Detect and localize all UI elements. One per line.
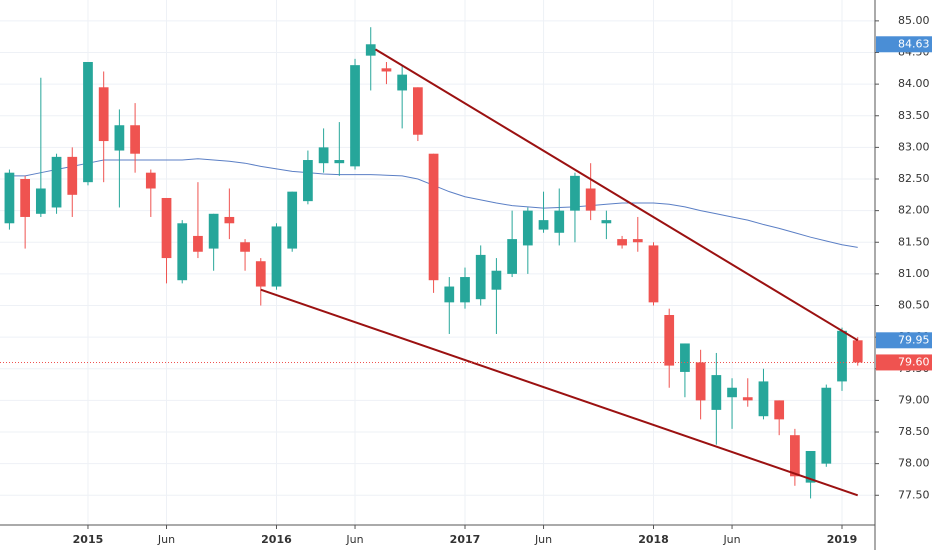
candle-body [381, 68, 392, 72]
candle-body [632, 239, 643, 243]
candle-body [303, 160, 313, 202]
candle-body [648, 245, 659, 303]
candle-body [240, 242, 250, 252]
candle-body [208, 213, 219, 249]
candle-body [491, 270, 502, 290]
price-marker-label: 79.60 [898, 355, 930, 368]
price-marker-label: 84.63 [898, 37, 930, 50]
candle-body [617, 239, 627, 246]
candle-body [365, 44, 376, 56]
x-tick-label: 2015 [73, 533, 104, 546]
candle-body [774, 400, 785, 420]
candle-body [554, 210, 565, 233]
candle-body [601, 220, 612, 224]
candle-body [130, 125, 140, 154]
x-tick-label: Jun [345, 533, 363, 546]
x-tick-label: 2017 [450, 533, 481, 546]
candle-body [538, 220, 549, 230]
candle-body [522, 210, 533, 246]
y-tick-label: 84.00 [898, 77, 930, 90]
candle-body [161, 197, 172, 259]
x-tick-label: 2019 [827, 533, 858, 546]
candle-body [507, 239, 517, 274]
candle-body [4, 172, 15, 224]
x-tick-label: Jun [157, 533, 175, 546]
candle-body [695, 362, 706, 401]
candle-body [727, 387, 737, 398]
candle-body [255, 261, 266, 287]
trendline [374, 48, 859, 342]
x-tick-label: Jun [534, 533, 552, 546]
candle-body [790, 435, 800, 477]
y-tick-label: 78.00 [898, 457, 930, 470]
candle-body [412, 87, 423, 135]
candle-body [805, 450, 816, 483]
candle-body [711, 375, 722, 410]
price-marker [876, 36, 932, 53]
y-tick-label: 82.00 [898, 204, 930, 217]
y-tick-label: 80.50 [898, 299, 930, 312]
y-tick-label: 85.00 [898, 14, 930, 27]
price-marker [876, 354, 932, 371]
candle-body [334, 160, 345, 164]
candle-body [397, 74, 408, 91]
x-tick-label: 2016 [261, 533, 292, 546]
candle-body [83, 61, 93, 183]
y-tick-label: 79.00 [898, 393, 930, 406]
y-tick-label: 81.00 [898, 267, 930, 280]
y-tick-label: 83.50 [898, 109, 930, 122]
price-marker [876, 332, 932, 349]
candle-body [98, 87, 109, 142]
x-tick-label: 2018 [638, 533, 669, 546]
candle-body [287, 191, 298, 249]
candle-body [428, 153, 439, 281]
trendline [260, 288, 859, 497]
candle-body [145, 172, 156, 189]
candle-body [20, 179, 31, 217]
candle-body [67, 156, 78, 195]
candle-body [114, 125, 125, 151]
candle-body [570, 175, 580, 211]
candle-body [837, 330, 847, 382]
candle-body [224, 216, 235, 224]
candle-body [51, 156, 62, 208]
candle-body [177, 223, 188, 281]
candle-body [35, 188, 46, 214]
candle-body [680, 343, 690, 372]
candle-body [475, 254, 486, 300]
y-tick-label: 83.00 [898, 140, 930, 153]
x-tick-label: Jun [722, 533, 740, 546]
candle-body [193, 235, 203, 252]
candle-body [742, 397, 753, 401]
y-tick-label: 81.50 [898, 235, 930, 248]
candle-body [585, 188, 596, 211]
y-tick-label: 77.50 [898, 488, 930, 501]
price-marker-label: 79.95 [898, 333, 930, 346]
y-tick-label: 78.50 [898, 425, 930, 438]
candle-body [460, 277, 470, 303]
candle-body [350, 65, 360, 167]
candle-body [821, 387, 832, 464]
candle-body [664, 315, 675, 366]
candle-body [444, 286, 455, 303]
y-tick-label: 82.50 [898, 172, 930, 185]
candle-body [852, 340, 863, 363]
candle-body [271, 226, 282, 287]
candle-body [318, 147, 329, 164]
candle-body [758, 381, 769, 417]
